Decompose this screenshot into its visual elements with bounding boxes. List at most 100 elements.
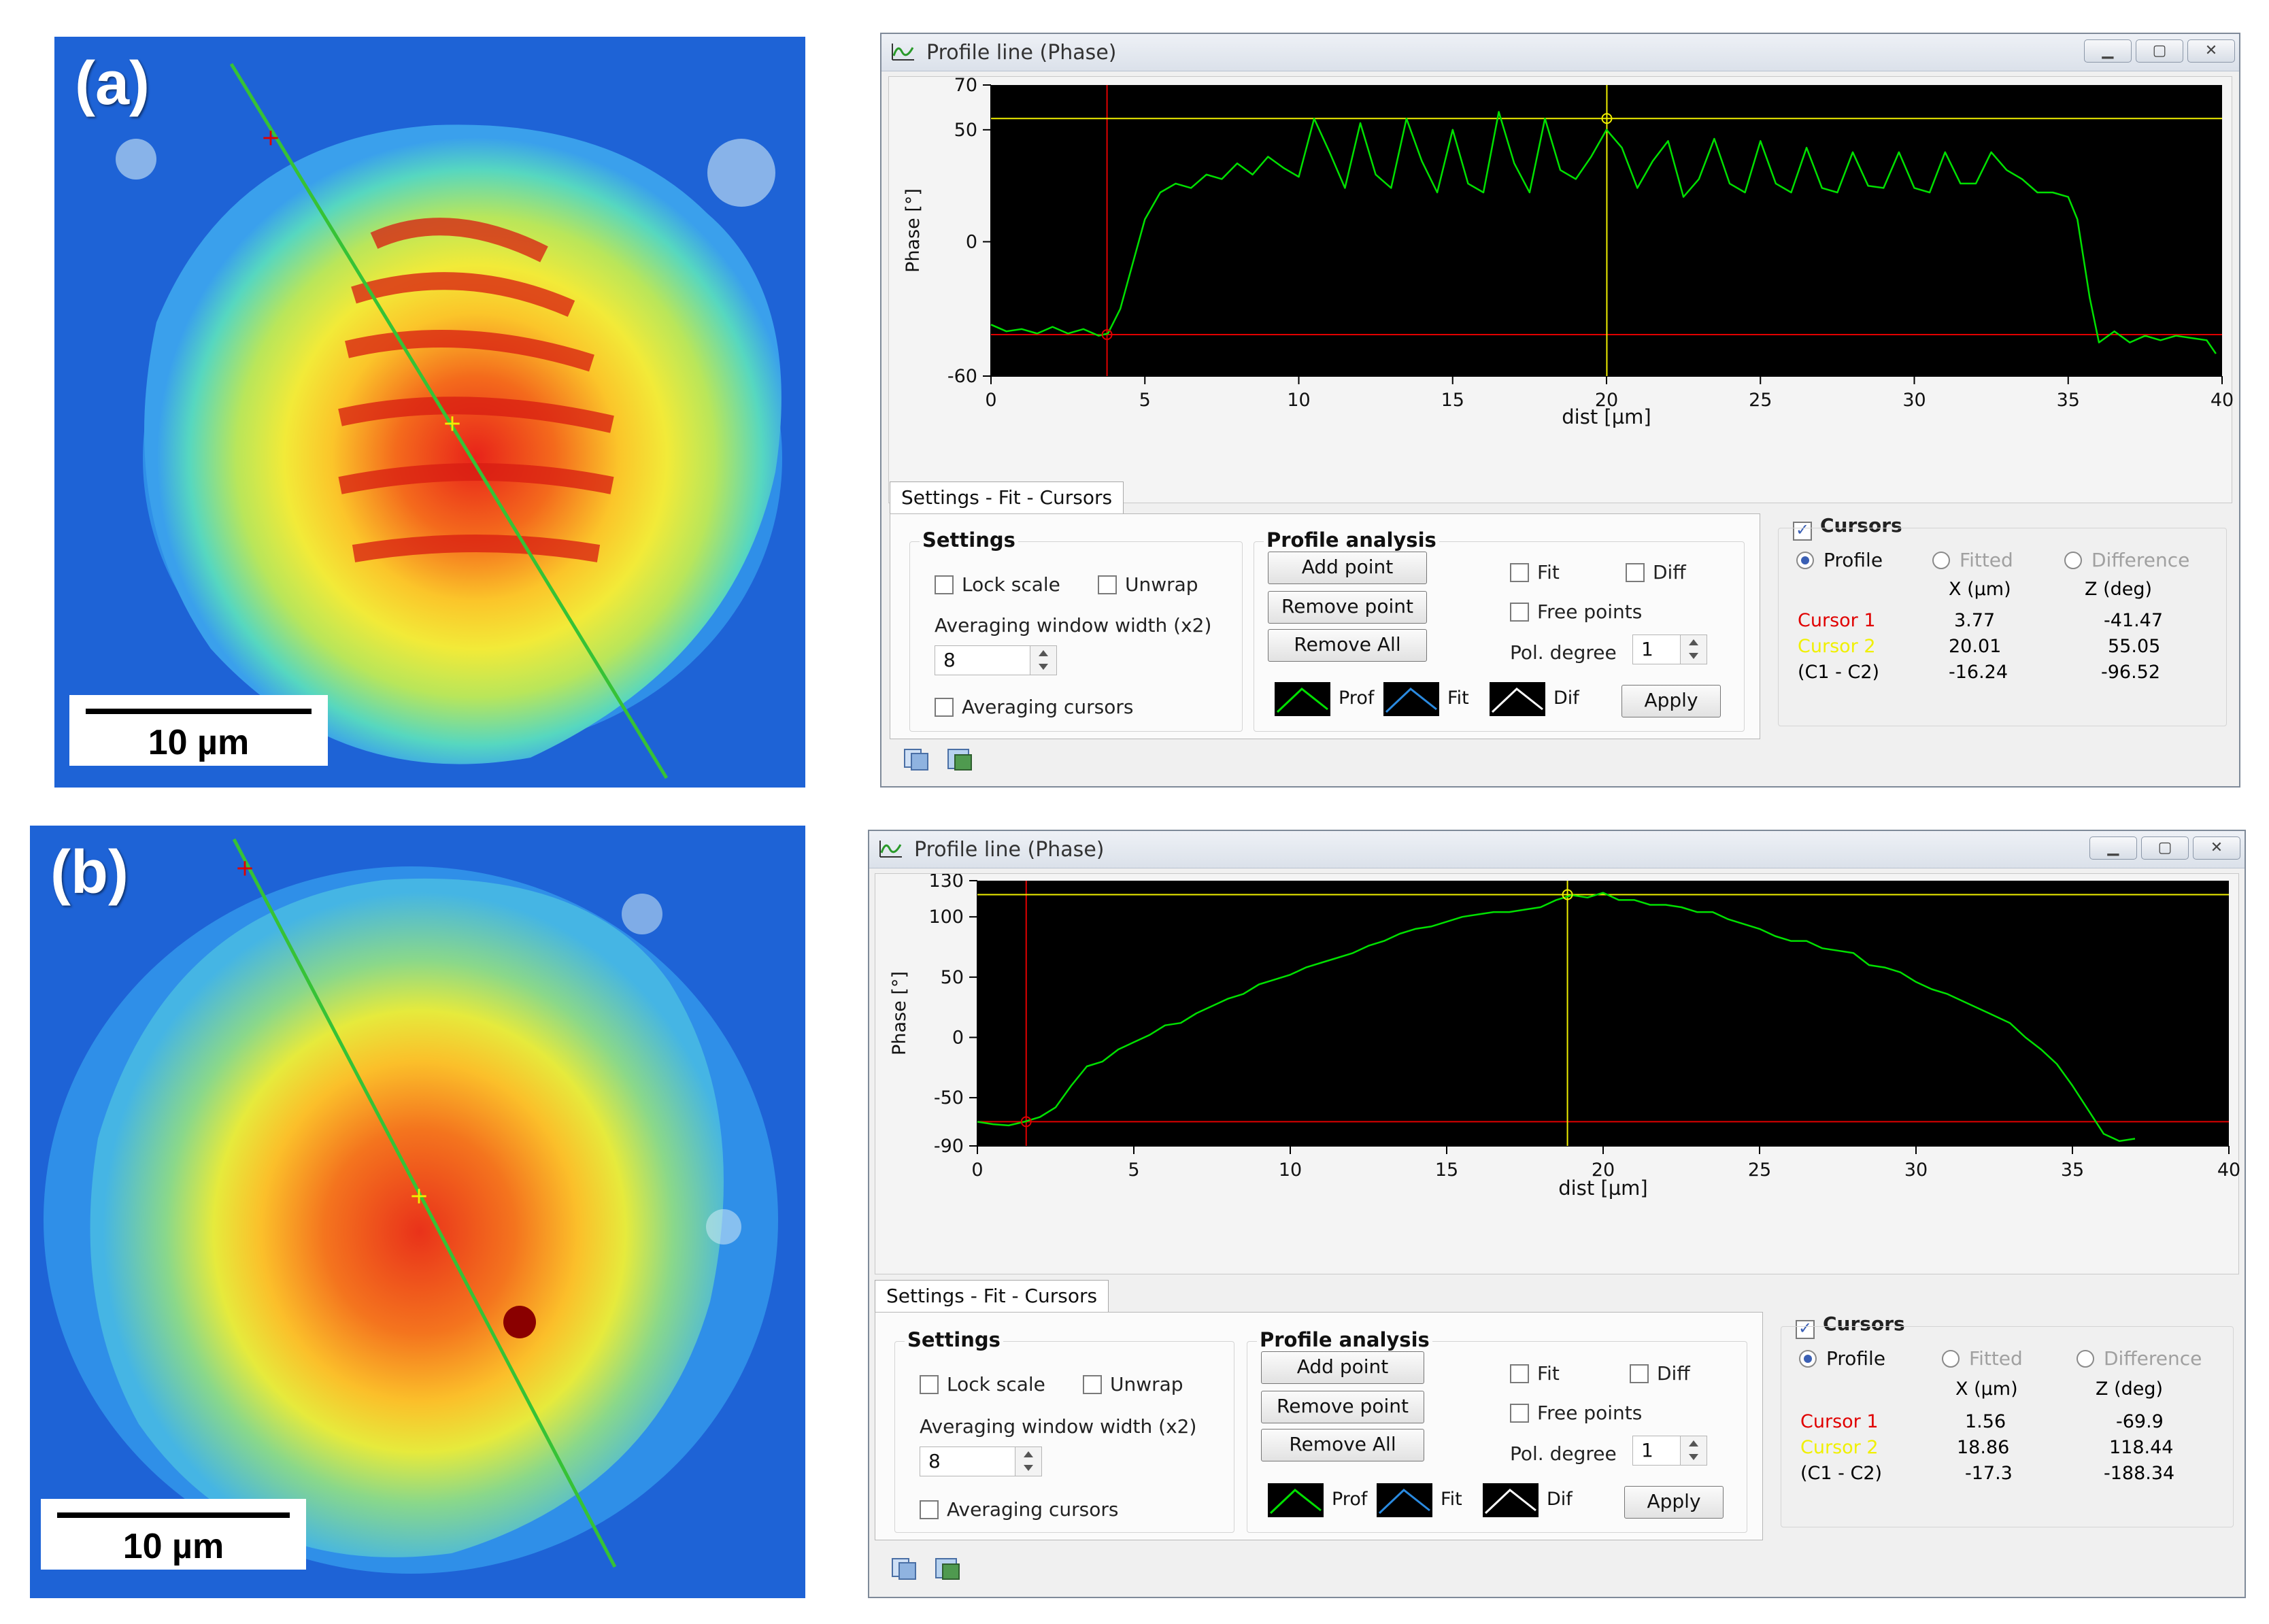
spinner-arrows-icon[interactable] <box>1030 646 1056 675</box>
maximize-button[interactable]: ▢ <box>2136 39 2183 63</box>
y-tick-label: 70 <box>954 77 977 96</box>
legend-fit-label: Fit <box>1441 1489 1462 1510</box>
profile-analysis-group: Profile analysis Add point Remove point … <box>1254 528 1745 732</box>
panel-label-a: (a) <box>75 50 150 118</box>
free-points-label: Free points <box>1537 1402 1643 1424</box>
pol-degree-value: 1 <box>1641 638 1653 660</box>
lock-scale-label: Lock scale <box>962 573 1060 596</box>
spinner-arrows-icon[interactable] <box>1015 1447 1041 1476</box>
title-bar[interactable]: Profile line (Phase) ▁ ▢ ✕ <box>881 34 2239 71</box>
y-tick-label: -90 <box>934 1136 964 1157</box>
minimize-button[interactable]: ▁ <box>2084 39 2132 63</box>
scale-bar-b: 10 µm <box>41 1499 306 1570</box>
fit-legend-icon <box>1377 1483 1432 1517</box>
cursor2-marker <box>1562 889 1573 900</box>
cursors-checkbox[interactable]: ✓ Cursors <box>1793 514 1902 541</box>
averaging-cursors-checkbox[interactable]: Averaging cursors <box>920 1498 1118 1521</box>
close-button[interactable]: ✕ <box>2193 836 2240 860</box>
add-point-button[interactable]: Add point <box>1261 1351 1424 1384</box>
averaging-cursors-checkbox[interactable]: Averaging cursors <box>935 696 1133 718</box>
averaging-window-spinner[interactable]: 8 <box>935 645 1057 675</box>
profile-analysis-title: Profile analysis <box>1264 528 1439 552</box>
unwrap-label: Unwrap <box>1110 1373 1183 1395</box>
cursor1-name: Cursor 1 <box>1798 610 1876 631</box>
free-points-checkbox[interactable]: Free points <box>1510 1402 1642 1424</box>
settings-group: Settings Lock scale Unwrap Averaging win… <box>909 528 1243 732</box>
remove-all-button[interactable]: Remove All <box>1261 1429 1424 1461</box>
profile-radio-label: Profile <box>1826 1347 1886 1370</box>
phase-profile-chart: 0 5 10 15 20 25 30 35 40 130 100 50 0 -50 -90 dist [µm]… <box>889 874 2240 1200</box>
legend-prof-label: Prof <box>1339 688 1375 709</box>
remove-all-button[interactable]: Remove All <box>1268 629 1427 662</box>
x-tick-label: 10 <box>1279 1160 1302 1181</box>
pol-degree-label: Pol. degree <box>1510 641 1617 664</box>
fit-checkbox[interactable]: Fit <box>1510 1362 1560 1385</box>
unwrap-checkbox[interactable]: Unwrap <box>1083 1373 1183 1395</box>
spinner-arrows-icon[interactable] <box>1680 635 1707 664</box>
free-points-checkbox[interactable]: Free points <box>1510 600 1642 623</box>
diff-name: (C1 - C2) <box>1800 1463 1883 1484</box>
averaging-cursors-label: Averaging cursors <box>947 1498 1119 1521</box>
diff-checkbox[interactable]: Diff <box>1626 561 1686 583</box>
y-tick-label: -50 <box>934 1087 964 1109</box>
tab-settings-fit-cursors[interactable]: Settings - Fit - Cursors <box>890 481 1124 514</box>
lock-scale-checkbox[interactable]: Lock scale <box>935 573 1060 596</box>
fit-checkbox[interactable]: Fit <box>1510 561 1560 583</box>
add-point-button[interactable]: Add point <box>1268 552 1427 584</box>
x-tick-label: 0 <box>985 390 996 411</box>
title-bar[interactable]: Profile line (Phase) ▁ ▢ ✕ <box>869 831 2245 868</box>
window-title: Profile line (Phase) <box>914 838 1105 862</box>
export-icon[interactable] <box>945 747 975 773</box>
cursor2-marker <box>1601 113 1613 124</box>
y-axis-label: Phase [°] <box>903 188 924 273</box>
unwrap-checkbox[interactable]: Unwrap <box>1098 573 1198 596</box>
pol-degree-value: 1 <box>1641 1439 1653 1461</box>
remove-point-button[interactable]: Remove point <box>1261 1391 1424 1423</box>
scale-bar-label-a: 10 µm <box>148 723 250 762</box>
cursor2-name: Cursor 2 <box>1800 1437 1879 1458</box>
cursor1-marker <box>1020 1116 1032 1128</box>
export-icon[interactable] <box>933 1556 963 1582</box>
profile-legend-icon <box>1275 682 1330 716</box>
apply-button[interactable]: Apply <box>1621 685 1721 717</box>
diff-legend-icon <box>1490 682 1545 716</box>
pol-degree-spinner[interactable]: 1 <box>1632 635 1707 664</box>
diff-z: -188.34 <box>2104 1463 2175 1484</box>
pol-degree-spinner[interactable]: 1 <box>1632 1436 1707 1466</box>
fit-label: Fit <box>1537 561 1560 583</box>
phase-map-b: + + (b) 10 µm <box>30 826 805 1598</box>
diff-checkbox[interactable]: Diff <box>1630 1362 1690 1385</box>
maximize-button[interactable]: ▢ <box>2141 836 2189 860</box>
profile-radio[interactable]: Profile <box>1799 1347 1885 1370</box>
x-tick-label: 40 <box>2217 1160 2240 1181</box>
legend-prof-label: Prof <box>1332 1489 1368 1510</box>
legend-dif-label: Dif <box>1553 688 1579 709</box>
spinner-arrows-icon[interactable] <box>1680 1436 1707 1465</box>
apply-button[interactable]: Apply <box>1624 1486 1724 1519</box>
copy-icon[interactable] <box>890 1556 920 1582</box>
difference-radio[interactable]: Difference <box>2064 549 2189 571</box>
close-button[interactable]: ✕ <box>2187 39 2235 63</box>
cursors-title: Cursors <box>1820 514 1902 537</box>
tab-settings-fit-cursors[interactable]: Settings - Fit - Cursors <box>875 1280 1109 1313</box>
tab-panel: Settings Lock scale Unwrap Averaging win… <box>875 1312 1763 1540</box>
profile-radio[interactable]: Profile <box>1796 549 1883 571</box>
free-points-label: Free points <box>1537 600 1643 623</box>
lock-scale-checkbox[interactable]: Lock scale <box>920 1373 1045 1395</box>
pol-degree-label: Pol. degree <box>1510 1442 1617 1465</box>
settings-title: Settings <box>905 1328 1003 1351</box>
remove-point-button[interactable]: Remove point <box>1268 591 1427 624</box>
cursors-checkbox[interactable]: ✓ Cursors <box>1796 1313 1905 1339</box>
copy-icon[interactable] <box>902 747 932 773</box>
profile-chart-icon <box>892 44 914 61</box>
difference-radio[interactable]: Difference <box>2077 1347 2202 1370</box>
fitted-radio[interactable]: Fitted <box>1932 549 2013 571</box>
minimize-button[interactable]: ▁ <box>2089 836 2137 860</box>
phase-map-image-a: + + <box>54 37 805 788</box>
fitted-radio[interactable]: Fitted <box>1942 1347 2023 1370</box>
profile-window-b: Profile line (Phase) ▁ ▢ ✕ 0 5 10 15 20 25 30 3… <box>868 830 2246 1598</box>
difference-radio-label: Difference <box>2104 1347 2202 1370</box>
averaging-window-spinner[interactable]: 8 <box>920 1447 1042 1476</box>
profile-series-line <box>977 892 2136 1143</box>
phase-map-a: + + (a) 10 µm <box>54 37 805 788</box>
